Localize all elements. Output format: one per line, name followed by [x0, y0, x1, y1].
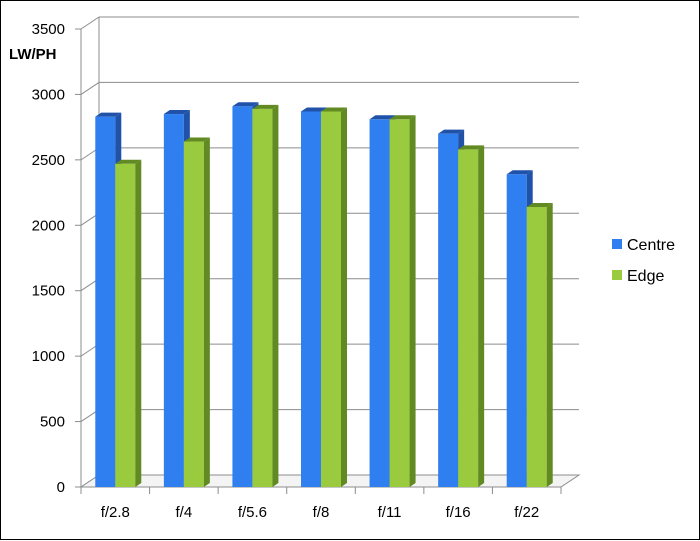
x-tick-label: f/22 [514, 504, 539, 521]
bar-front [526, 206, 547, 488]
y-tick-label: 2500 [32, 152, 65, 169]
bar-edge-f/8 [321, 107, 347, 487]
y-axis-label: LW/PH [9, 46, 57, 63]
bar-top [438, 129, 465, 134]
y-tick-label: 1000 [32, 348, 65, 365]
legend: Centre Edge [612, 237, 675, 285]
bar-front [369, 119, 390, 487]
bar-front [301, 111, 321, 487]
bar-front [183, 141, 204, 487]
legend-swatch-centre [612, 239, 622, 249]
y-tick-label: 1500 [32, 283, 65, 300]
y-tick-label: 3000 [32, 86, 65, 103]
bar-edge-f/11 [389, 115, 416, 487]
bar-top [369, 115, 396, 120]
x-tick-label: f/2.8 [101, 504, 130, 521]
bar-top [389, 115, 416, 120]
bar-top [183, 137, 210, 142]
bar-side [203, 137, 210, 487]
bar-top [95, 112, 122, 117]
bar-edge-f/5.6 [252, 104, 279, 487]
bar-edge-f/22 [526, 202, 553, 488]
bar-top [321, 107, 347, 112]
bar-front [438, 133, 459, 487]
bar-front [252, 108, 273, 487]
bar-top [115, 159, 142, 164]
legend-label-centre: Centre [627, 237, 675, 254]
bar-top [163, 110, 190, 115]
bars [95, 102, 553, 488]
bar-side [341, 107, 347, 487]
legend-swatch-edge [612, 270, 622, 280]
bar-front [95, 116, 116, 487]
bar-side [272, 104, 279, 487]
tick-labels: 0 500 1000 1500 2000 2500 3000 3500 f/2.8 f/4 f/5.… [32, 21, 540, 521]
bar-front [389, 119, 410, 487]
x-tick-label: f/4 [176, 504, 193, 521]
bar-side [409, 115, 416, 487]
bar-top [506, 170, 533, 175]
bar-front [321, 111, 341, 487]
y-tick-label: 3500 [32, 21, 65, 38]
legend-label-edge: Edge [627, 268, 664, 285]
x-tick-label: f/8 [313, 504, 330, 521]
x-tick-label: f/16 [446, 504, 471, 521]
bar-front [506, 174, 527, 487]
y-tick-label: 2000 [32, 217, 65, 234]
bar-top [458, 145, 485, 150]
bar-front [458, 149, 479, 488]
bar-edge-f/4 [183, 137, 210, 487]
y-tick-label: 500 [40, 414, 65, 431]
gridline-slant [80, 16, 100, 30]
y-tick-label: 0 [57, 479, 65, 496]
bar-side [135, 159, 142, 488]
bar-top [252, 104, 279, 109]
x-tick-label: f/5.6 [238, 504, 267, 521]
bar-side [546, 202, 553, 488]
bar-top [232, 102, 259, 107]
bar-edge-f/16 [458, 145, 485, 488]
bar-front [163, 114, 184, 488]
gridline-slant [80, 82, 100, 95]
bar-front [232, 106, 253, 487]
bar-front [115, 163, 136, 488]
bar-top [301, 107, 327, 112]
bar-side [478, 145, 485, 488]
bar-edge-f/2.8 [115, 159, 142, 488]
bar-top [526, 202, 553, 207]
x-tick-label: f/11 [378, 504, 402, 521]
